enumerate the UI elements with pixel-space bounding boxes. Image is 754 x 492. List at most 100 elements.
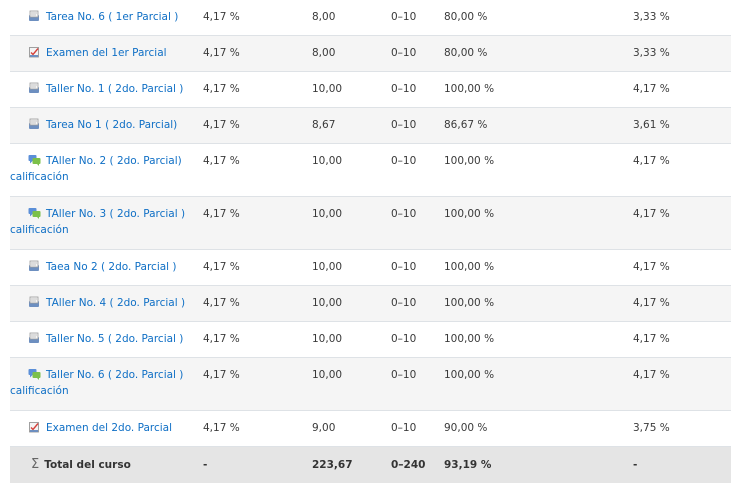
grade-item-cell: TAller No. 3 ( 2do. Parcial ) calificació… [10, 196, 203, 250]
forum-icon [28, 154, 41, 166]
assignment-icon [28, 260, 41, 272]
grade-item-cell: Tarea No. 6 ( 1er Parcial ) [10, 0, 203, 36]
grade-item-link[interactable]: Taller No. 1 ( 2do. Parcial ) [46, 83, 184, 95]
grade-cell-value: 10,00 [312, 208, 343, 220]
weight-cell: 4,17 % [203, 35, 312, 72]
grade-item-cell: Taller No. 1 ( 2do. Parcial ) [10, 71, 203, 108]
grade-cell: 10,00 [312, 285, 391, 322]
percentage-cell-value: 100,00 % [444, 333, 495, 345]
total-contribution-cell: - [633, 446, 731, 483]
percentage-cell-value: 100,00 % [444, 369, 495, 381]
contribution-cell-value: 3,33 % [633, 47, 670, 59]
contribution-cell: 4,17 % [633, 285, 731, 322]
range-cell: 0–10 [391, 35, 444, 72]
grade-item-link[interactable]: TAller No. 3 ( 2do. Parcial ) [46, 208, 186, 220]
contribution-cell-value: 4,17 % [633, 369, 670, 381]
grade-item-name-continuation[interactable]: calificación [10, 171, 69, 183]
range-cell: 0–10 [391, 143, 444, 197]
grade-item-cell: Examen del 1er Parcial [10, 35, 203, 72]
grade-cell-value: 9,00 [312, 422, 336, 434]
assignment-icon [28, 118, 41, 130]
grade-row: Taller No. 1 ( 2do. Parcial ) 4,17 % 10,00… [10, 71, 731, 108]
percentage-cell-value: 80,00 % [444, 47, 488, 59]
weight-cell-value: 4,17 % [203, 208, 240, 220]
weight-cell-value: 4,17 % [203, 119, 240, 131]
percentage-cell-value: 80,00 % [444, 11, 488, 23]
grade-item-name-continuation[interactable]: calificación [10, 224, 69, 236]
grade-item-name-continuation[interactable]: calificación [10, 385, 69, 397]
weight-cell: 4,17 % [203, 410, 312, 447]
grade-item-link[interactable]: Tarea No 1 ( 2do. Parcial) [46, 119, 178, 131]
assignment-icon [28, 332, 41, 344]
weight-cell: 4,17 % [203, 357, 312, 411]
grade-cell-value: 10,00 [312, 155, 343, 167]
grade-cell: 8,00 [312, 35, 391, 72]
grade-item-link[interactable]: Tarea No. 6 ( 1er Parcial ) [46, 11, 179, 23]
grade-row: Tarea No 1 ( 2do. Parcial) 4,17 % 8,67 0–10… [10, 107, 731, 144]
contribution-cell-value: 4,17 % [633, 208, 670, 220]
range-cell: 0–10 [391, 410, 444, 447]
grade-item-name: Taller No. 1 ( 2do. Parcial ) [10, 72, 203, 97]
course-total-label: Total del curso [44, 459, 131, 471]
grade-cell: 10,00 [312, 196, 391, 250]
grade-item-name: Examen del 2do. Parcial [10, 411, 203, 436]
weight-cell: 4,17 % [203, 107, 312, 144]
weight-cell: 4,17 % [203, 285, 312, 322]
grade-row: Taller No. 6 ( 2do. Parcial ) calificació… [10, 357, 731, 411]
range-cell-value: 0–10 [391, 333, 417, 345]
percentage-cell-value: 100,00 % [444, 155, 495, 167]
contribution-cell-value: 3,33 % [633, 11, 670, 23]
grade-item-cell: TAller No. 2 ( 2do. Parcial) calificación [10, 143, 203, 197]
grade-item-link[interactable]: Taller No. 5 ( 2do. Parcial ) [46, 333, 184, 345]
range-cell-value: 0–10 [391, 261, 417, 273]
grade-item-name: Taea No 2 ( 2do. Parcial ) [10, 250, 203, 275]
grade-item-link[interactable]: Examen del 2do. Parcial [46, 422, 173, 434]
contribution-cell: 4,17 % [633, 71, 731, 108]
percentage-cell: 100,00 % [444, 196, 633, 250]
weight-cell-value: 4,17 % [203, 297, 240, 309]
weight-cell-value: 4,17 % [203, 422, 240, 434]
range-cell-value: 0–10 [391, 208, 417, 220]
contribution-cell-value: 3,75 % [633, 422, 670, 434]
total-contribution: - [633, 459, 638, 471]
total-percentage: 93,19 % [444, 459, 492, 471]
grade-cell-value: 8,00 [312, 11, 336, 23]
percentage-cell: 100,00 % [444, 357, 633, 411]
grade-cell: 10,00 [312, 357, 391, 411]
grade-item-link[interactable]: Taea No 2 ( 2do. Parcial ) [46, 261, 177, 273]
grade-cell: 10,00 [312, 249, 391, 286]
contribution-cell: 3,33 % [633, 35, 731, 72]
percentage-cell-value: 86,67 % [444, 119, 488, 131]
grade-cell: 8,67 [312, 107, 391, 144]
grade-cell: 9,00 [312, 410, 391, 447]
grade-item-link[interactable]: TAller No. 2 ( 2do. Parcial) [46, 155, 182, 167]
course-total-row: Σ Total del curso - 223,67 0–240 93,19 % - [10, 446, 731, 483]
grade-row: TAller No. 2 ( 2do. Parcial) calificación… [10, 143, 731, 197]
grade-row: Taller No. 5 ( 2do. Parcial ) 4,17 % 10,00… [10, 321, 731, 358]
grade-item-name: Taller No. 5 ( 2do. Parcial ) [10, 322, 203, 347]
grade-cell-value: 8,67 [312, 119, 336, 131]
range-cell-value: 0–10 [391, 155, 417, 167]
weight-cell: 4,17 % [203, 0, 312, 36]
range-cell-value: 0–10 [391, 47, 417, 59]
contribution-cell-value: 4,17 % [633, 333, 670, 345]
grade-item-link[interactable]: TAller No. 4 ( 2do. Parcial ) [46, 297, 186, 309]
range-cell: 0–10 [391, 71, 444, 108]
assignment-icon [28, 10, 41, 22]
grade-cell: 10,00 [312, 143, 391, 197]
range-cell-value: 0–10 [391, 83, 417, 95]
weight-cell: 4,17 % [203, 143, 312, 197]
grade-item-link[interactable]: Taller No. 6 ( 2do. Parcial ) [46, 369, 184, 381]
percentage-cell: 100,00 % [444, 321, 633, 358]
range-cell: 0–10 [391, 321, 444, 358]
weight-cell: 4,17 % [203, 196, 312, 250]
range-cell: 0–10 [391, 285, 444, 322]
weight-cell-value: 4,17 % [203, 83, 240, 95]
grade-item-link[interactable]: Examen del 1er Parcial [46, 47, 167, 59]
contribution-cell: 3,61 % [633, 107, 731, 144]
grade-item-cell: Taller No. 5 ( 2do. Parcial ) [10, 321, 203, 358]
percentage-cell: 100,00 % [444, 71, 633, 108]
grade-cell-value: 10,00 [312, 369, 343, 381]
range-cell: 0–10 [391, 357, 444, 411]
grade-item-name: Examen del 1er Parcial [10, 36, 203, 61]
